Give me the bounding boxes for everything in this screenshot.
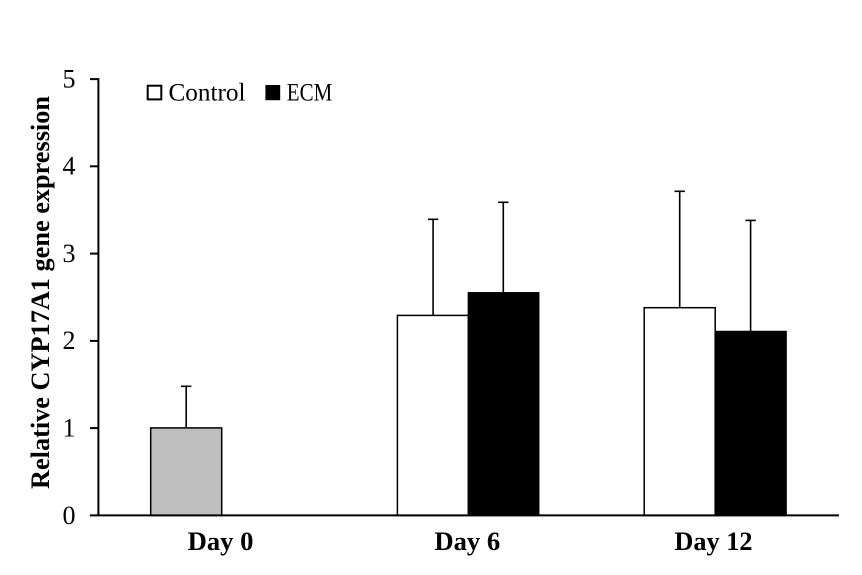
svg-text:Day 12: Day 12 (674, 527, 752, 556)
svg-text:ECM: ECM (287, 79, 333, 106)
svg-text:Day 0: Day 0 (188, 527, 254, 556)
svg-text:Control: Control (169, 79, 246, 106)
svg-text:5: 5 (63, 64, 76, 93)
svg-text:Relative CYP17A1 gene expressi: Relative CYP17A1 gene expression (26, 95, 55, 489)
svg-text:3: 3 (63, 239, 76, 268)
svg-text:Day 6: Day 6 (434, 527, 500, 556)
svg-text:0: 0 (63, 501, 76, 530)
svg-text:1: 1 (63, 413, 76, 442)
svg-text:2: 2 (63, 326, 76, 355)
svg-text:4: 4 (63, 152, 76, 181)
